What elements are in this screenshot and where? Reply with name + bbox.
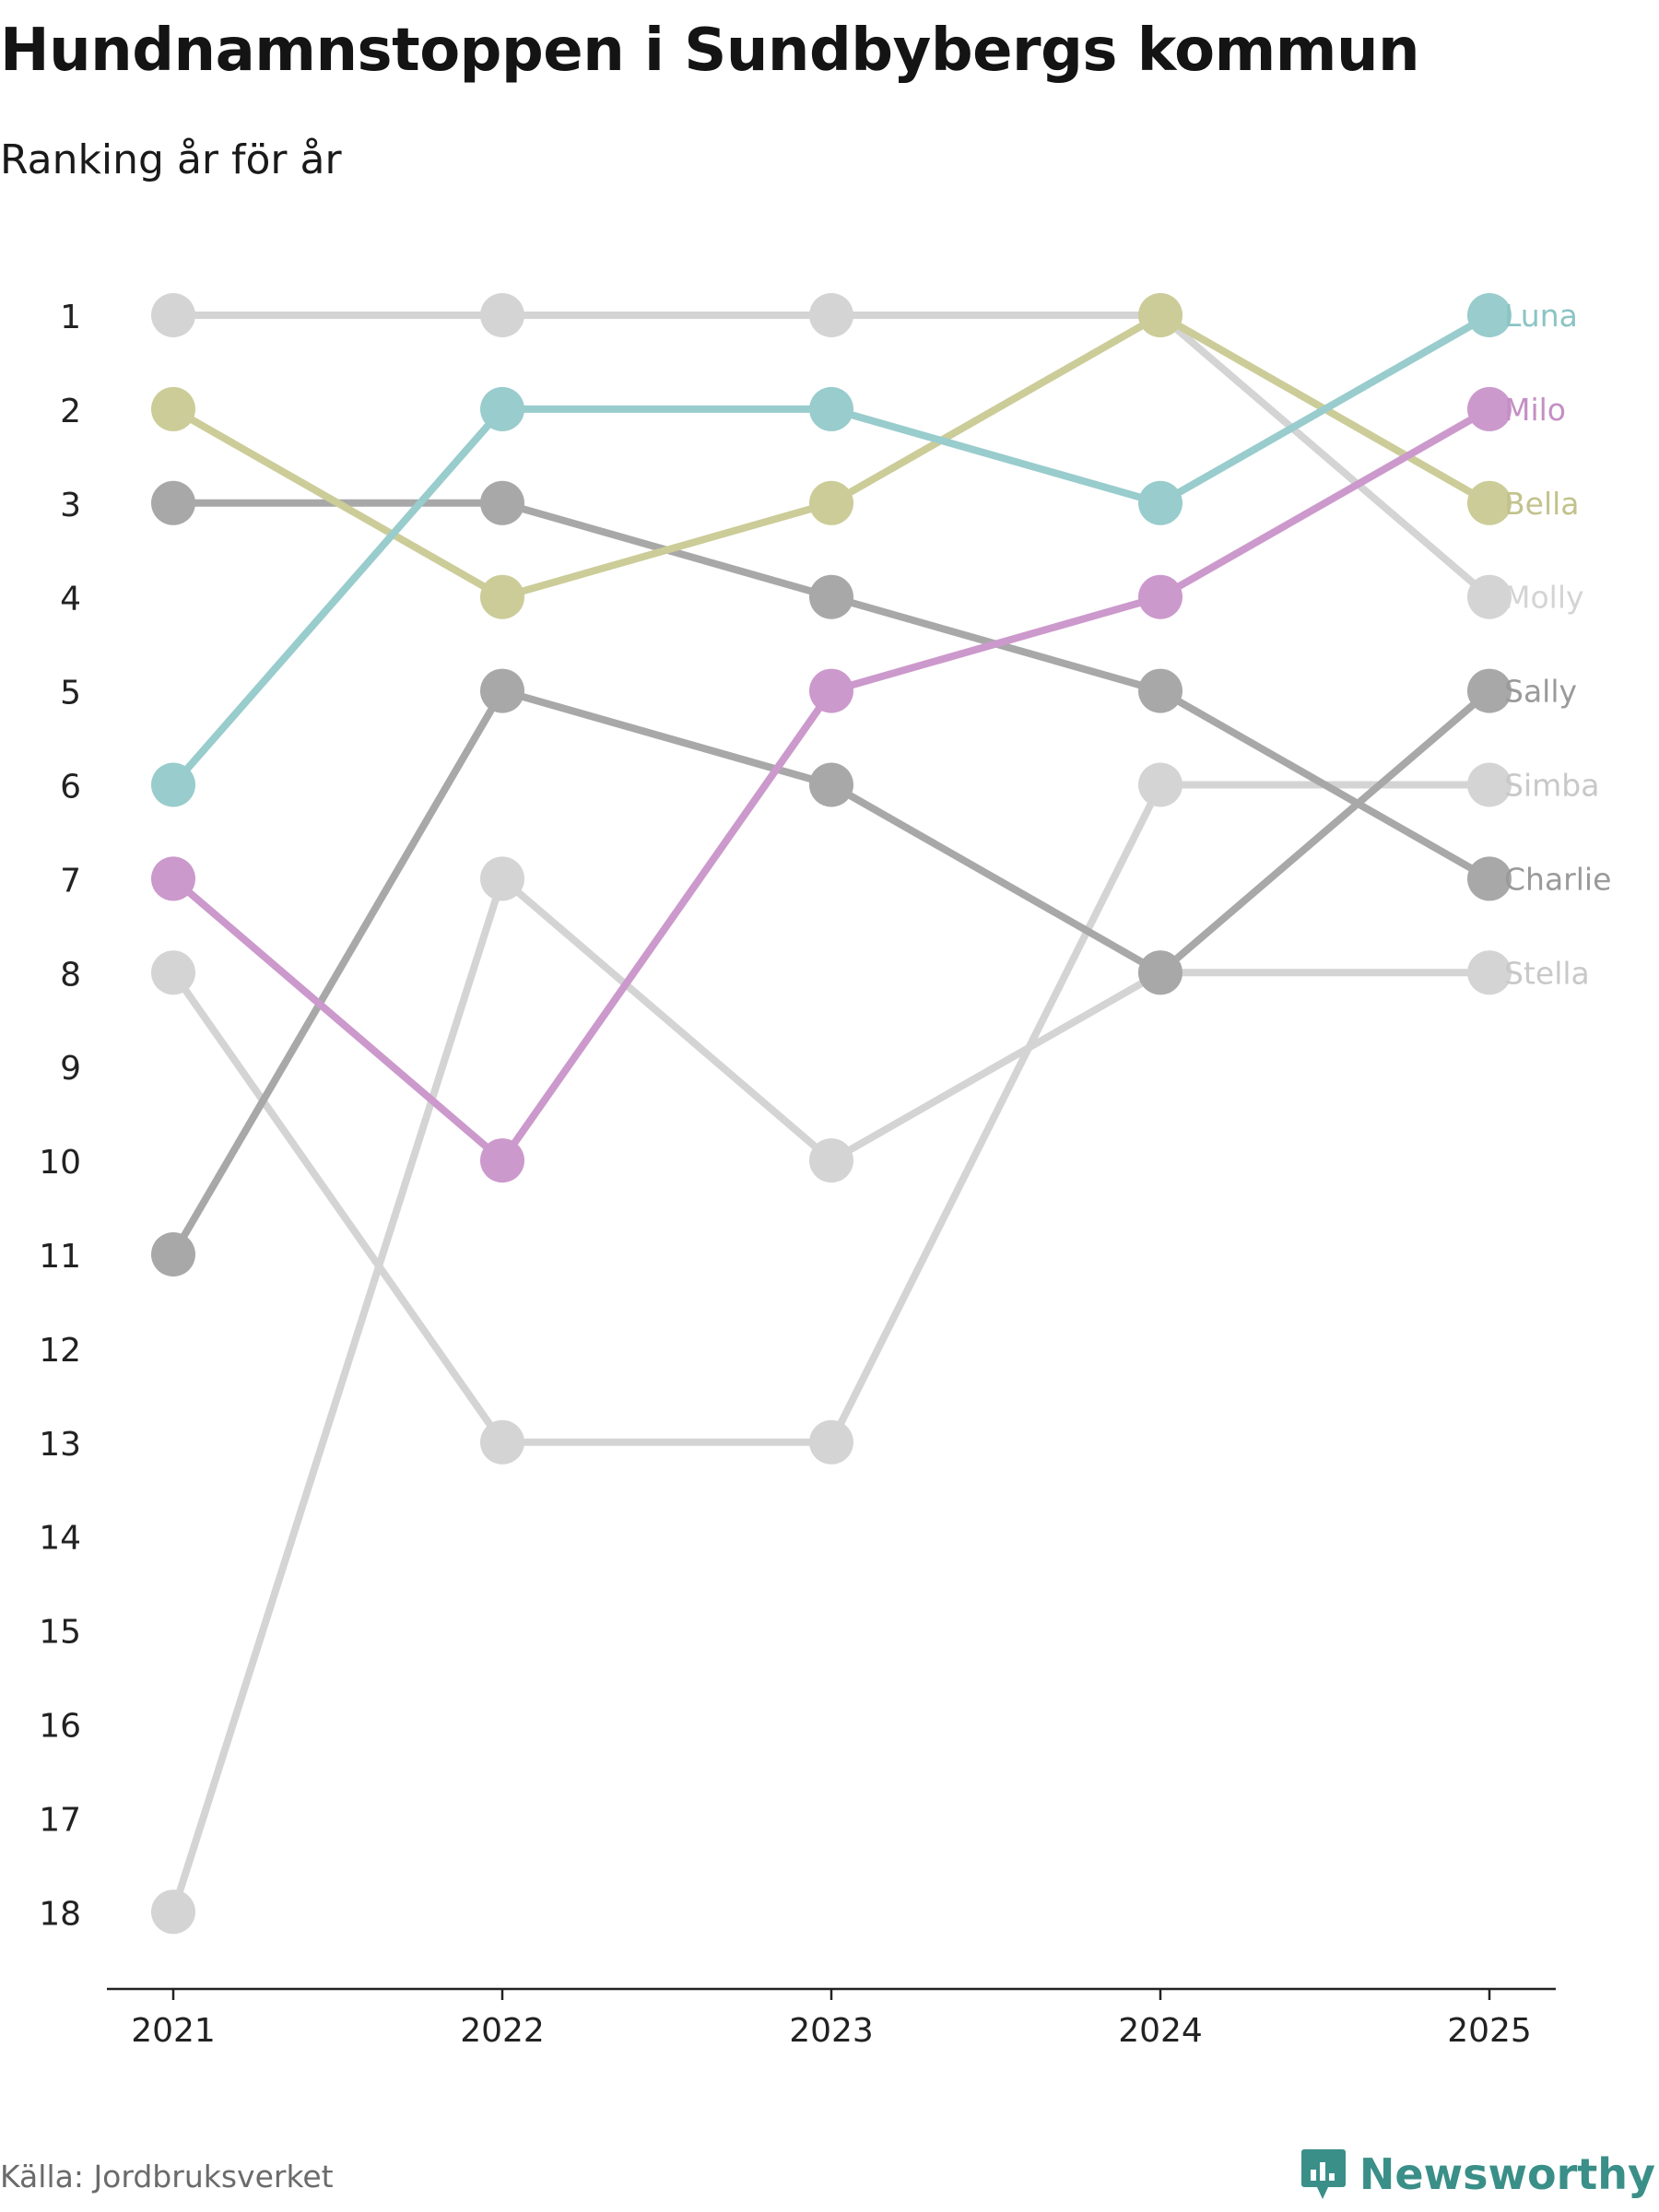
point-sally-2025 <box>1467 668 1512 713</box>
newsworthy-logo-icon <box>1300 2149 1346 2199</box>
point-luna-2021 <box>151 762 195 807</box>
x-tick-label: 2023 <box>789 2012 874 2050</box>
point-sally-2023 <box>809 762 853 807</box>
point-bella-2023 <box>809 480 853 525</box>
point-sally-2021 <box>151 1232 195 1277</box>
series-label-milo: Milo <box>1504 392 1566 428</box>
point-simba-2024 <box>1138 762 1182 807</box>
y-tick-label: 1 <box>60 299 81 336</box>
point-charlie-2024 <box>1138 668 1182 713</box>
point-milo-2025 <box>1467 386 1512 431</box>
point-luna-2024 <box>1138 480 1182 525</box>
x-tick-label: 2024 <box>1118 2012 1203 2050</box>
y-tick-label: 11 <box>39 1238 81 1276</box>
point-bella-2021 <box>151 386 195 431</box>
series-label-sally: Sally <box>1504 674 1577 710</box>
series-label-simba: Simba <box>1504 768 1599 804</box>
point-luna-2022 <box>480 386 524 431</box>
y-tick-label: 7 <box>60 862 81 900</box>
point-molly-2021 <box>151 293 195 337</box>
point-sally-2022 <box>480 668 524 713</box>
x-axis-ticks: 2021 2022 2023 2024 2025 <box>131 1989 1532 2050</box>
point-simba-2021 <box>151 950 195 995</box>
y-tick-label: 12 <box>39 1332 81 1370</box>
y-tick-label: 3 <box>60 487 81 524</box>
point-charlie-2025 <box>1467 856 1512 901</box>
point-molly-2025 <box>1467 574 1512 619</box>
point-milo-2022 <box>480 1138 524 1183</box>
series-label-stella: Stella <box>1504 955 1590 991</box>
point-simba-2023 <box>809 1419 853 1465</box>
point-bella-2022 <box>480 574 524 619</box>
series-end-labels: Molly Simba Stella Charlie Sally Bella Milo Lun… <box>1504 298 1611 991</box>
point-stella-2025 <box>1467 950 1512 995</box>
y-tick-label: 18 <box>39 1895 81 1933</box>
x-tick-label: 2021 <box>131 2012 216 2050</box>
point-luna-2023 <box>809 386 853 431</box>
point-simba-2022 <box>480 1419 524 1465</box>
point-bella-2024 <box>1138 293 1182 337</box>
series-line-luna <box>170 312 1493 789</box>
y-tick-label: 14 <box>39 1520 81 1558</box>
point-charlie-2023 <box>809 574 853 619</box>
y-tick-label: 6 <box>60 769 81 806</box>
point-stella-2021 <box>151 1889 195 1935</box>
point-stella-2023 <box>809 1138 853 1183</box>
point-milo-2024 <box>1138 574 1182 619</box>
y-tick-label: 15 <box>39 1614 81 1652</box>
point-simba-2025 <box>1467 762 1512 807</box>
x-tick-label: 2025 <box>1447 2012 1532 2050</box>
series-lines <box>170 312 1493 1916</box>
point-molly-2022 <box>480 293 524 337</box>
y-tick-label: 10 <box>39 1144 81 1182</box>
series-label-bella: Bella <box>1504 486 1580 522</box>
brand-name: Newsworthy <box>1359 2149 1655 2199</box>
y-tick-label: 4 <box>60 581 81 618</box>
series-label-luna: Luna <box>1504 298 1578 334</box>
y-tick-label: 5 <box>60 675 81 712</box>
point-luna-2025 <box>1467 293 1512 337</box>
point-milo-2021 <box>151 856 195 901</box>
point-milo-2023 <box>809 668 853 713</box>
series-points <box>151 293 1512 1935</box>
y-tick-label: 2 <box>60 393 81 430</box>
series-label-molly: Molly <box>1504 580 1584 616</box>
series-label-charlie: Charlie <box>1504 861 1611 897</box>
chart-subtitle: Ranking år för år <box>0 136 342 183</box>
point-stella-2022 <box>480 856 524 901</box>
y-tick-label: 8 <box>60 956 81 994</box>
brand-logo: Newsworthy <box>1300 2147 1655 2201</box>
point-bella-2025 <box>1467 480 1512 525</box>
y-tick-label: 13 <box>39 1426 81 1464</box>
point-molly-2023 <box>809 293 853 337</box>
source-note: Källa: Jordbruksverket <box>0 2159 334 2194</box>
point-charlie-2021 <box>151 480 195 525</box>
series-line-stella <box>170 875 1493 1916</box>
chart-title: Hundnamnstoppen i Sundbybergs kommun <box>0 17 1420 85</box>
x-tick-label: 2022 <box>460 2012 545 2050</box>
point-charlie-2022 <box>480 480 524 525</box>
y-tick-label: 16 <box>39 1708 81 1746</box>
y-tick-label: 9 <box>60 1050 81 1088</box>
point-sally-2024 <box>1138 950 1182 995</box>
series-line-simba <box>170 781 1493 1446</box>
y-tick-label: 17 <box>39 1801 81 1839</box>
